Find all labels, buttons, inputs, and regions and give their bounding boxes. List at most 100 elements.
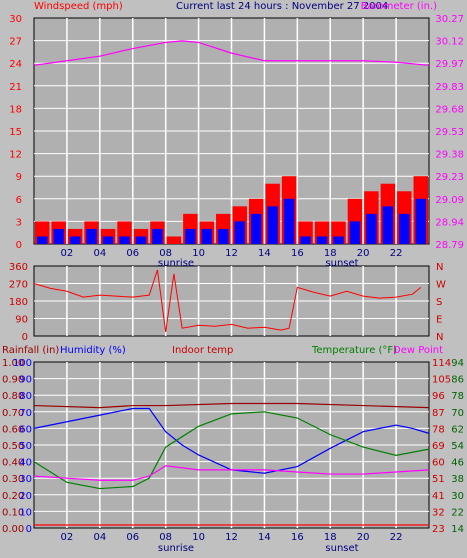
dew-y-tick: 96	[432, 391, 445, 402]
humidity-y-tick: 80	[19, 391, 32, 402]
x-tick-bottom: 18	[324, 532, 337, 543]
wind-series	[35, 176, 428, 244]
rain-y-tick: 0.50	[2, 441, 24, 452]
dew-y-tick: 41	[432, 491, 445, 502]
direction-grid	[34, 266, 429, 336]
x-tick-bottom: 04	[93, 532, 106, 543]
direction-compass-tick: S	[436, 297, 442, 308]
wind-avg-bar	[283, 198, 295, 244]
wind-avg-bar	[333, 236, 344, 244]
x-tick-bottom: 08	[159, 532, 172, 543]
humidity-y-tick: 50	[19, 441, 32, 452]
wind-y-tick: 24	[9, 59, 22, 70]
wind-avg-bar	[267, 206, 278, 244]
x-tick-top: 10	[192, 248, 205, 259]
humidity-y-tick: 30	[19, 474, 32, 485]
indoor-temp-title: Indoor temp	[172, 345, 233, 356]
x-tick-top: 06	[126, 248, 139, 259]
direction-compass-tick: N	[436, 332, 443, 343]
rain-y-tick: 0.80	[2, 391, 24, 402]
x-tick-top: 22	[390, 248, 403, 259]
x-tick-top: 04	[93, 248, 106, 259]
humidity-y-tick: 100	[13, 358, 32, 369]
rain-y-tick: 0.70	[2, 408, 24, 419]
wind-avg-bar	[119, 236, 130, 244]
wind-y-tick: 27	[9, 37, 22, 48]
wind-axis-title: Windspeed (mph)	[34, 1, 123, 12]
wind-avg-bar	[415, 198, 426, 244]
wind-avg-bar	[399, 213, 410, 244]
dew-point-title: Dew Point	[393, 345, 443, 356]
direction-compass-tick: W	[436, 280, 446, 291]
humidity-y-tick: 70	[19, 408, 32, 419]
rain-y-tick: 0.60	[2, 424, 24, 435]
temp-series	[33, 402, 430, 526]
x-tick-top: 12	[225, 248, 238, 259]
barometer-line	[33, 40, 430, 66]
chart-title: Current last 24 hours : November 27 2004	[176, 1, 388, 12]
wind-avg-bar	[102, 236, 114, 244]
wind-avg-bar	[53, 228, 64, 244]
humidity-line	[33, 407, 430, 474]
rain-y-tick: 0.20	[2, 491, 24, 502]
baro-y-tick: 29.38	[435, 150, 464, 161]
direction-y-tick: 360	[9, 262, 28, 273]
humidity-y-tick: 0	[26, 524, 32, 535]
temp-y-tick: 46	[451, 458, 464, 469]
rain-y-tick: 0.00	[2, 524, 24, 535]
wind-avg-bar	[218, 228, 229, 244]
baro-y-tick: 29.53	[435, 127, 464, 138]
x-tick-bottom: 20	[357, 532, 370, 543]
baro-y-tick: 29.23	[435, 172, 464, 183]
rain-axis-title: Rainfall (in)	[2, 345, 59, 356]
wind-avg-bar	[152, 228, 163, 244]
dew-y-tick: 51	[432, 474, 445, 485]
baro-y-tick: 29.09	[435, 195, 464, 206]
humidity-y-tick: 40	[19, 458, 32, 469]
x-tick-top: 18	[324, 248, 337, 259]
sunrise-label-bottom: sunrise	[158, 543, 194, 554]
rain-y-tick: 0.30	[2, 474, 24, 485]
wind-avg-bar	[69, 236, 81, 244]
barometer-series	[33, 40, 430, 66]
wind-y-tick: 18	[9, 104, 22, 115]
x-tick-bottom: 02	[61, 532, 74, 543]
direction-y-tick: 180	[9, 297, 28, 308]
x-tick-bottom: 10	[192, 532, 205, 543]
humidity-y-tick: 20	[19, 491, 32, 502]
humidity-y-tick: 90	[19, 375, 32, 386]
baro-y-tick: 30.12	[435, 37, 464, 48]
indoor-temp-line	[33, 402, 430, 409]
temp-grid	[34, 362, 429, 528]
wind-gust-bar	[166, 236, 182, 244]
dew-y-tick: 69	[432, 441, 445, 452]
dew-y-tick: 60	[432, 458, 445, 469]
temp-y-tick: 86	[451, 375, 464, 386]
temp-y-tick: 54	[451, 441, 464, 452]
direction-y-tick: 0	[22, 332, 28, 343]
wind-avg-bar	[201, 228, 213, 244]
wind-avg-bar	[135, 236, 147, 244]
baro-y-tick: 29.68	[435, 104, 464, 115]
wind-avg-bar	[185, 228, 196, 244]
sunset-label-top: sunset	[325, 258, 358, 269]
x-tick-top: 08	[159, 248, 172, 259]
temperature-line	[33, 411, 430, 490]
baro-y-tick: 30.27	[435, 14, 464, 25]
rain-y-tick: 1.00	[2, 358, 24, 369]
rain-y-tick: 0.40	[2, 458, 24, 469]
x-tick-bottom: 22	[390, 532, 403, 543]
temp-y-tick: 62	[451, 424, 464, 435]
wind-avg-bar	[366, 213, 377, 244]
rain-y-tick: 0.10	[2, 507, 24, 518]
direction-y-tick: 90	[15, 315, 28, 326]
baro-y-tick: 29.97	[435, 59, 464, 70]
wind-y-tick: 6	[16, 195, 22, 206]
wind-y-tick: 15	[9, 127, 22, 138]
direction-compass-tick: E	[436, 315, 442, 326]
x-tick-bottom: 16	[291, 532, 304, 543]
temp-y-tick: 14	[451, 524, 464, 535]
wind-avg-bar	[234, 221, 245, 244]
dew-y-tick: 78	[432, 424, 445, 435]
